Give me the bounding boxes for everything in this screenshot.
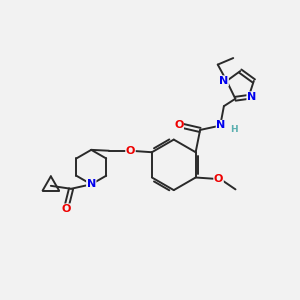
Text: N: N (87, 179, 96, 189)
Text: H: H (230, 125, 238, 134)
Text: N: N (247, 92, 256, 102)
Text: O: O (126, 146, 135, 156)
Text: N: N (216, 121, 226, 130)
Text: O: O (62, 204, 71, 214)
Text: N: N (219, 76, 228, 86)
Text: O: O (174, 121, 183, 130)
Text: O: O (214, 174, 223, 184)
